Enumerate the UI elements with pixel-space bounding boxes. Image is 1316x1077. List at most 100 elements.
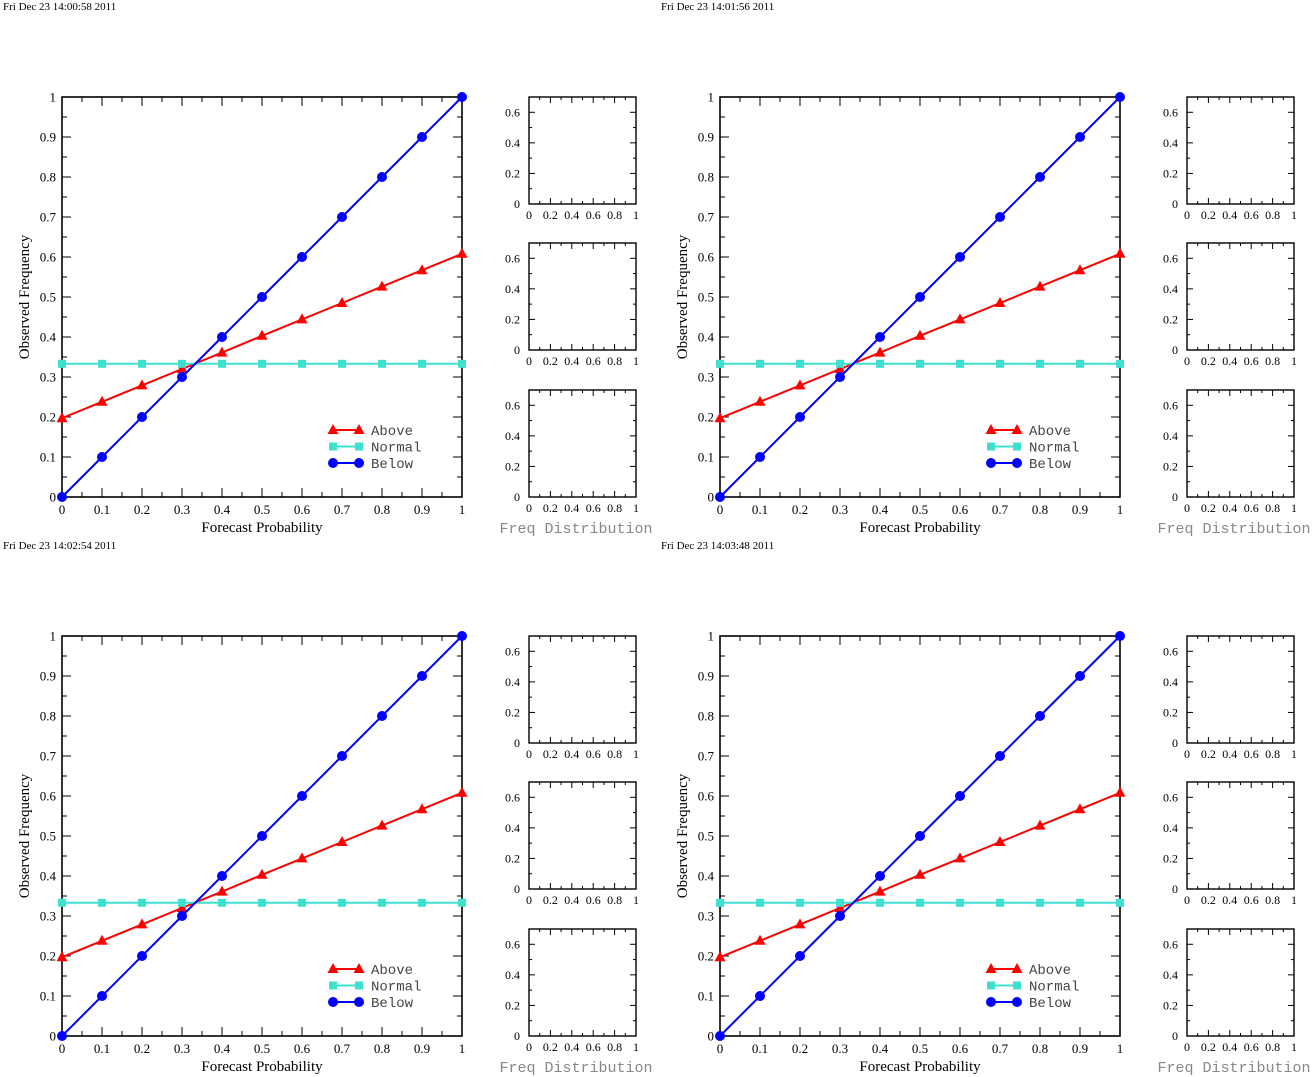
freq-x-tick-label: 0 <box>1184 893 1190 907</box>
freq-x-tick-label: 0 <box>526 747 532 761</box>
freq-x-tick-label: 0.2 <box>543 893 558 907</box>
normal-data-point <box>956 359 964 368</box>
below-data-point <box>57 492 67 502</box>
freq-x-tick-label: 0.2 <box>1201 747 1216 761</box>
freq-x-tick-label: 0.6 <box>1244 747 1259 761</box>
above-data-point <box>914 868 926 879</box>
y-axis-label: Observed Frequency <box>675 773 691 898</box>
x-tick-label: 0.1 <box>94 1041 110 1056</box>
freq-panel-frame <box>528 389 637 498</box>
freq-x-tick-label: 1 <box>633 893 639 907</box>
normal-data-point <box>996 898 1004 907</box>
freq-x-tick-label: 0 <box>1184 1040 1190 1054</box>
x-tick-label: 0.4 <box>872 1041 889 1056</box>
above-data-point <box>376 280 388 291</box>
x-tick-label: 0.5 <box>254 1041 270 1056</box>
above-data-point <box>56 951 68 962</box>
x-tick-label: 0 <box>717 502 724 517</box>
y-tick-label: 0.5 <box>698 829 714 844</box>
above-data-point <box>1114 786 1126 797</box>
y-tick-label: 0.7 <box>698 749 715 764</box>
below-data-point <box>337 212 347 222</box>
legend-normal-label: Normal <box>371 980 421 996</box>
normal-data-point <box>1116 359 1124 368</box>
y-tick-label: 0.9 <box>698 130 714 145</box>
y-axis-label: Observed Frequency <box>675 234 691 359</box>
freq-y-tick-label: 0.2 <box>505 705 520 719</box>
above-data-point <box>456 247 468 258</box>
below-data-point <box>995 751 1005 761</box>
freq-x-tick-label: 0.4 <box>564 354 579 368</box>
legend-above-marker <box>353 963 365 973</box>
normal-data-point <box>138 359 146 368</box>
x-tick-label: 1 <box>459 502 466 517</box>
freq-x-tick-label: 0.4 <box>564 747 579 761</box>
freq-x-tick-label: 1 <box>633 208 639 222</box>
freq-x-tick-label: 0.4 <box>564 208 579 222</box>
timestamp-label: Fri Dec 23 14:03:48 2011 <box>661 540 774 552</box>
x-tick-label: 0.1 <box>94 502 110 517</box>
freq-panel-frame <box>1186 928 1295 1037</box>
freq-x-tick-label: 0.2 <box>543 208 558 222</box>
above-data-point <box>176 363 188 373</box>
normal-data-point <box>458 898 466 907</box>
normal-data-point <box>298 359 306 368</box>
freq-x-tick-label: 1 <box>1291 893 1297 907</box>
freq-y-tick-label: 0.2 <box>505 312 520 326</box>
freq-y-tick-label: 0.6 <box>1163 105 1178 119</box>
legend-normal-marker <box>987 442 995 451</box>
normal-data-point <box>218 359 226 368</box>
x-tick-label: 0.2 <box>792 1041 808 1056</box>
legend-normal-label: Normal <box>1029 980 1079 996</box>
above-data-point <box>794 918 806 929</box>
y-tick-label: 0.6 <box>698 789 715 804</box>
above-data-point <box>1074 264 1086 275</box>
freq-x-tick-label: 0 <box>526 208 532 222</box>
normal-data-point <box>458 359 466 368</box>
x-tick-label: 0.2 <box>134 502 150 517</box>
freq-x-tick-label: 0.6 <box>586 747 601 761</box>
freq-x-tick-label: 0.8 <box>1265 893 1280 907</box>
below-data-point <box>795 412 805 422</box>
legend-above-marker <box>985 963 997 973</box>
freq-y-tick-label: 0 <box>1172 197 1178 211</box>
x-tick-label: 0.3 <box>832 1041 848 1056</box>
above-data-point <box>216 346 228 357</box>
freq-y-tick-label: 0.4 <box>505 968 520 982</box>
below-data-point <box>57 1031 67 1041</box>
above-data-point <box>456 786 468 797</box>
freq-y-tick-label: 0.2 <box>1163 705 1178 719</box>
freq-y-tick-label: 0.4 <box>1163 282 1178 296</box>
freq-x-tick-label: 0.4 <box>1222 747 1237 761</box>
y-tick-label: 1 <box>50 629 57 644</box>
above-data-point <box>176 902 188 912</box>
y-tick-label: 0.1 <box>698 450 714 465</box>
normal-data-point <box>996 359 1004 368</box>
y-tick-label: 0.2 <box>40 410 56 425</box>
freq-distribution-label: Freq Distribution <box>499 521 652 538</box>
freq-x-tick-label: 0.6 <box>1244 893 1259 907</box>
freq-x-tick-label: 0.4 <box>1222 501 1237 515</box>
freq-y-tick-label: 0.4 <box>505 675 520 689</box>
below-data-point <box>835 911 845 921</box>
freq-x-tick-label: 0.2 <box>1201 354 1216 368</box>
y-axis-label: Observed Frequency <box>17 773 33 898</box>
freq-y-tick-label: 0.4 <box>1163 136 1178 150</box>
above-data-point <box>136 379 148 390</box>
below-data-point <box>755 991 765 1001</box>
y-tick-label: 0.5 <box>40 290 56 305</box>
freq-y-tick-label: 0.4 <box>505 136 520 150</box>
freq-x-tick-label: 0.2 <box>1201 1040 1216 1054</box>
freq-y-tick-label: 0.6 <box>1163 644 1178 658</box>
x-tick-label: 0.9 <box>414 1041 430 1056</box>
y-tick-label: 0.9 <box>40 130 56 145</box>
x-tick-label: 1 <box>1117 502 1124 517</box>
below-data-point <box>377 172 387 182</box>
below-data-point <box>97 452 107 462</box>
normal-data-point <box>756 359 764 368</box>
x-axis-label: Forecast Probability <box>859 520 981 536</box>
above-data-point <box>954 313 966 324</box>
y-tick-label: 0.3 <box>698 370 714 385</box>
below-data-point <box>177 372 187 382</box>
y-axis-label: Observed Frequency <box>17 234 33 359</box>
